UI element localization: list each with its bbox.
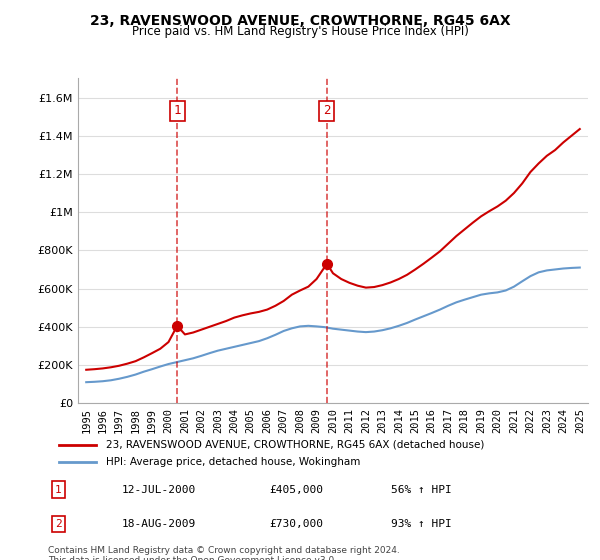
Text: 2: 2 (323, 104, 331, 118)
Text: £730,000: £730,000 (270, 519, 324, 529)
Text: Contains HM Land Registry data © Crown copyright and database right 2024.
This d: Contains HM Land Registry data © Crown c… (48, 546, 400, 560)
Text: HPI: Average price, detached house, Wokingham: HPI: Average price, detached house, Woki… (106, 457, 361, 467)
Text: 2: 2 (55, 519, 62, 529)
Text: 23, RAVENSWOOD AVENUE, CROWTHORNE, RG45 6AX (detached house): 23, RAVENSWOOD AVENUE, CROWTHORNE, RG45 … (106, 440, 484, 450)
Text: 18-AUG-2009: 18-AUG-2009 (122, 519, 196, 529)
Text: 1: 1 (173, 104, 181, 118)
Text: 12-JUL-2000: 12-JUL-2000 (122, 484, 196, 494)
Text: 56% ↑ HPI: 56% ↑ HPI (391, 484, 452, 494)
Text: 1: 1 (55, 484, 62, 494)
Text: 23, RAVENSWOOD AVENUE, CROWTHORNE, RG45 6AX: 23, RAVENSWOOD AVENUE, CROWTHORNE, RG45 … (89, 14, 511, 28)
Text: £405,000: £405,000 (270, 484, 324, 494)
Text: Price paid vs. HM Land Registry's House Price Index (HPI): Price paid vs. HM Land Registry's House … (131, 25, 469, 38)
Text: 93% ↑ HPI: 93% ↑ HPI (391, 519, 452, 529)
